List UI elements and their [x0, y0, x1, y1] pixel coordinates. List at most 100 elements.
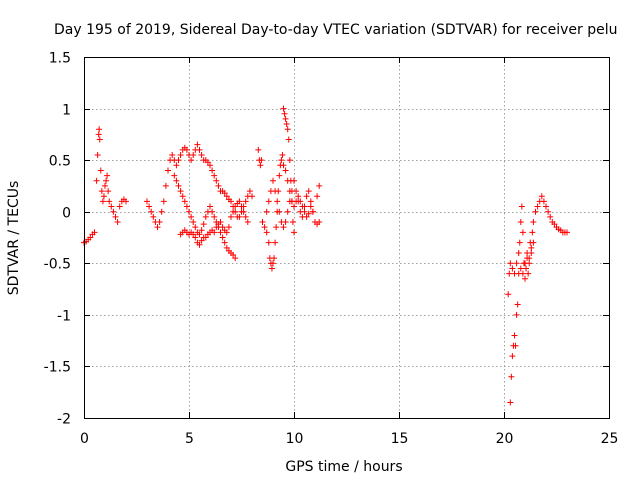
- data-point: [285, 136, 292, 143]
- data-point: [530, 239, 537, 246]
- data-point: [190, 219, 197, 226]
- data-point: [276, 208, 283, 215]
- data-point: [242, 213, 249, 220]
- data-point: [270, 177, 276, 184]
- data-point: [289, 219, 296, 226]
- data-point: [517, 219, 524, 226]
- data-point: [291, 229, 297, 236]
- data-point: [99, 198, 106, 205]
- data-point: [211, 229, 218, 236]
- data-point: [528, 244, 535, 251]
- data-point: [87, 234, 94, 241]
- data-point: [279, 151, 286, 158]
- data-point: [183, 203, 190, 210]
- data-point: [114, 219, 121, 226]
- data-point: [244, 219, 251, 226]
- data-point: [123, 198, 129, 205]
- data-point: [532, 208, 539, 215]
- data-point: [228, 198, 234, 205]
- data-point: [223, 229, 230, 236]
- data-point: [551, 221, 558, 228]
- data-point: [94, 151, 101, 158]
- data-point: [196, 146, 203, 153]
- data-point: [196, 231, 203, 238]
- data-point: [284, 177, 291, 184]
- data-point: [102, 182, 108, 189]
- data-point: [305, 210, 312, 217]
- data-point: [242, 198, 249, 205]
- data-point: [192, 234, 199, 241]
- data-point: [177, 151, 184, 158]
- data-point: [534, 203, 541, 210]
- data-point: [175, 182, 182, 189]
- data-point: [246, 188, 253, 195]
- data-point: [186, 208, 192, 215]
- data-point: [106, 198, 113, 205]
- data-point: [194, 141, 201, 148]
- data-point: [509, 353, 516, 360]
- data-point: [316, 219, 323, 226]
- data-point: [204, 159, 211, 166]
- data-point: [513, 311, 520, 318]
- data-point: [271, 255, 278, 262]
- data-point: [232, 203, 239, 210]
- data-point: [215, 182, 222, 189]
- data-point: [211, 172, 218, 179]
- data-point: [192, 224, 199, 231]
- data-point: [105, 188, 112, 195]
- data-point: [286, 157, 293, 164]
- data-point: [236, 213, 243, 220]
- data-point: [286, 188, 293, 195]
- data-point: [529, 229, 536, 236]
- data-point: [303, 193, 310, 200]
- data-point: [514, 301, 521, 308]
- data-point: [202, 234, 209, 241]
- data-point: [217, 229, 224, 236]
- data-point: [278, 157, 285, 164]
- data-point: [223, 244, 230, 251]
- y-axis-title: SDTVAR / TECUs: [6, 181, 22, 296]
- data-point: [283, 121, 290, 128]
- data-point: [211, 213, 218, 220]
- data-point: [280, 224, 287, 231]
- axis-ticks: [84, 57, 610, 419]
- x-tick-label: 25: [601, 431, 619, 447]
- data-point: [524, 249, 531, 256]
- data-point: [100, 193, 107, 200]
- data-point: [179, 193, 186, 200]
- data-point: [530, 219, 537, 226]
- data-point: [314, 193, 321, 200]
- data-point: [519, 229, 526, 236]
- data-point: [293, 188, 300, 195]
- data-point: [276, 172, 283, 179]
- data-point: [282, 219, 289, 226]
- data-point: [144, 198, 150, 205]
- data-point: [291, 177, 297, 184]
- data-point: [171, 172, 178, 179]
- data-point: [564, 229, 570, 236]
- data-point: [305, 188, 312, 195]
- data-point: [160, 198, 167, 205]
- data-point: [263, 229, 270, 236]
- data-points: [81, 105, 570, 406]
- data-point: [297, 198, 304, 205]
- data-point: [150, 213, 157, 220]
- data-point: [258, 157, 265, 164]
- y-tick-label: -1.5: [44, 360, 71, 376]
- y-tick-labels: -2 -1.5 -1 -0.5 0 0.5 1 1.5: [44, 51, 71, 428]
- data-point: [518, 203, 525, 210]
- data-point: [291, 203, 297, 210]
- data-point: [116, 203, 123, 210]
- data-point: [169, 151, 176, 158]
- data-point: [238, 203, 245, 210]
- data-point: [98, 188, 105, 195]
- x-tick-label: 10: [286, 431, 304, 447]
- data-point: [96, 126, 103, 133]
- data-point: [188, 157, 195, 164]
- data-point: [525, 270, 532, 277]
- y-tick-label: -2: [57, 412, 71, 428]
- data-point: [108, 203, 115, 210]
- data-point: [540, 198, 547, 205]
- data-point: [219, 224, 226, 231]
- data-point: [91, 229, 98, 236]
